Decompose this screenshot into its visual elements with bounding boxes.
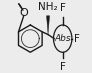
Text: NH₂: NH₂	[38, 2, 58, 12]
Text: F: F	[74, 34, 80, 44]
Polygon shape	[47, 16, 50, 34]
Text: Abs: Abs	[54, 34, 71, 43]
Text: F: F	[60, 3, 66, 13]
Text: O: O	[20, 8, 28, 18]
Text: F: F	[60, 62, 66, 72]
